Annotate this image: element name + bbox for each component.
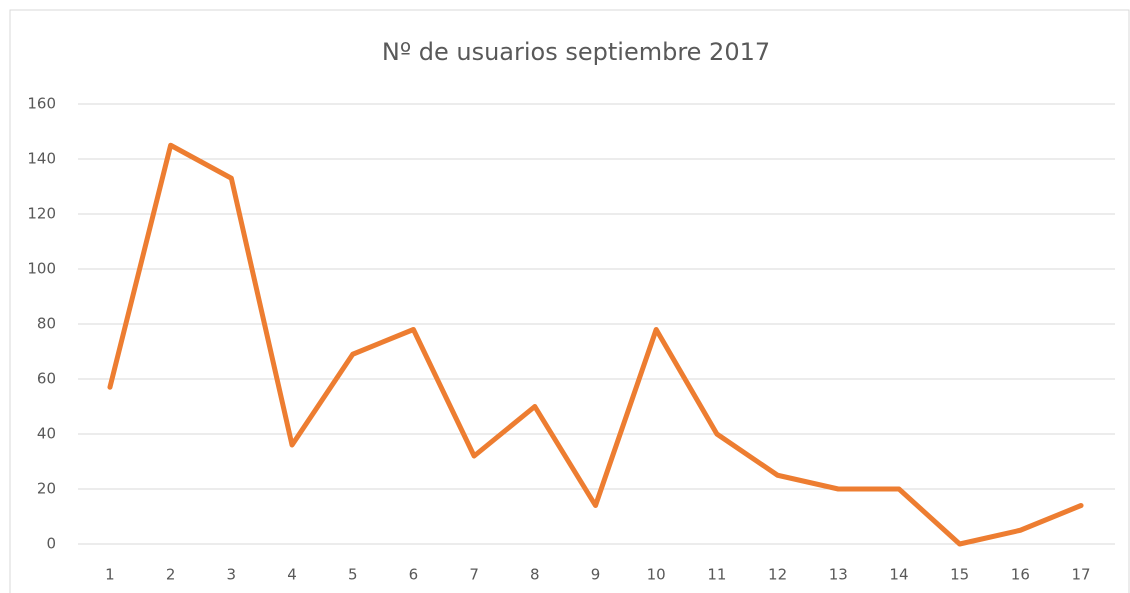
y-tick-label: 40 [37,425,56,443]
x-tick-label: 3 [227,566,237,584]
y-tick-label: 120 [27,205,56,223]
data-line [107,142,1084,547]
chart-frame [9,9,1130,593]
y-tick-label: 140 [27,150,56,168]
x-tick-label: 17 [1072,566,1091,584]
x-tick-label: 13 [829,566,848,584]
x-tick-label: 11 [707,566,726,584]
y-tick-label: 0 [46,535,56,553]
x-tick-label: 1 [105,566,115,584]
x-tick-label: 6 [409,566,419,584]
y-tick-label: 160 [27,95,56,113]
chart-title: Nº de usuarios septiembre 2017 [382,38,770,66]
x-tick-label: 4 [287,566,297,584]
x-tick-label: 9 [591,566,601,584]
x-tick-label: 10 [647,566,666,584]
y-tick-label: 20 [37,480,56,498]
y-tick-label: 80 [37,315,56,333]
x-tick-label: 5 [348,566,358,584]
y-tick-label: 100 [27,260,56,278]
x-tick-label: 12 [768,566,787,584]
x-tick-label: 2 [166,566,176,584]
x-tick-label: 7 [469,566,479,584]
x-tick-label: 15 [950,566,969,584]
x-tick-label: 14 [889,566,908,584]
y-tick-label: 60 [37,370,56,388]
x-tick-label: 8 [530,566,540,584]
x-tick-label: 16 [1011,566,1030,584]
